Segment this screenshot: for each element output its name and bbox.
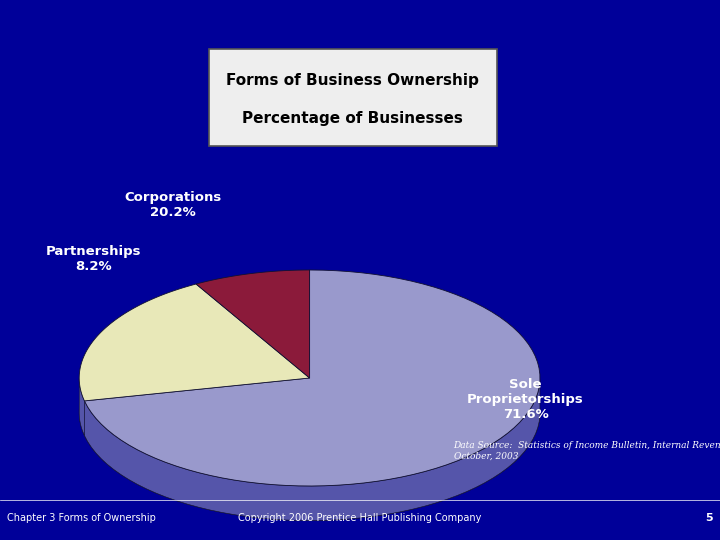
Text: October, 2003: October, 2003 (454, 452, 518, 461)
Text: Percentage of Businesses: Percentage of Businesses (243, 111, 463, 126)
Polygon shape (84, 381, 540, 521)
Text: Corporations
20.2%: Corporations 20.2% (124, 191, 222, 219)
Text: Data Source:  Statistics of Income Bulletin, Internal Revenue Service,: Data Source: Statistics of Income Bullet… (454, 441, 720, 450)
Polygon shape (196, 270, 310, 378)
Polygon shape (84, 270, 540, 486)
Text: Chapter 3 Forms of Ownership: Chapter 3 Forms of Ownership (7, 514, 156, 523)
Ellipse shape (79, 305, 540, 521)
Text: Copyright 2006 Prentice Hall Publishing Company: Copyright 2006 Prentice Hall Publishing … (238, 514, 482, 523)
FancyBboxPatch shape (209, 49, 497, 146)
Polygon shape (79, 379, 84, 435)
Text: Sole
Proprietorships
71.6%: Sole Proprietorships 71.6% (467, 378, 584, 421)
Text: Forms of Business Ownership: Forms of Business Ownership (226, 73, 480, 89)
Text: Partnerships
8.2%: Partnerships 8.2% (46, 245, 141, 273)
Polygon shape (79, 284, 310, 401)
Text: 5: 5 (705, 514, 713, 523)
